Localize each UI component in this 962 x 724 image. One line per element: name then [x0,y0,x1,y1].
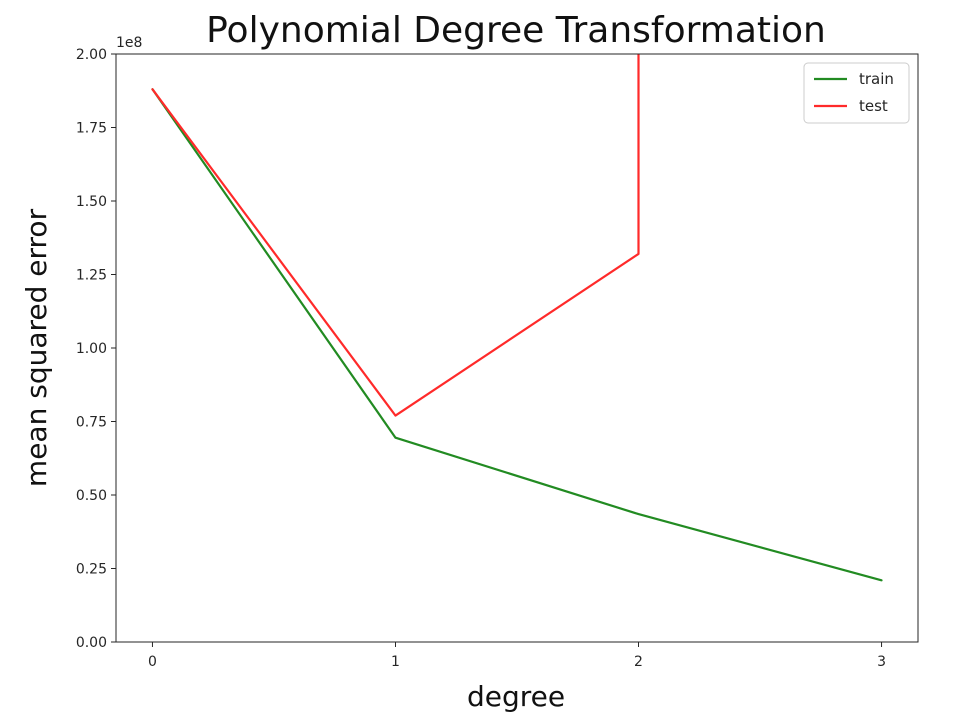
series-line-train [151,88,883,582]
y-tick-label: 0.00 [76,635,107,651]
x-tick-label: 1 [391,654,400,670]
y-tick-label: 1.75 [76,121,107,137]
chart-title: Polynomial Degree Transformation [206,10,826,51]
y-offset-label: 1e8 [116,35,142,51]
legend-label-test: test [859,97,888,115]
legend: train test [803,62,910,124]
y-tick-label: 1.00 [76,341,107,357]
series-lines [151,54,883,582]
series-line-test [151,54,640,417]
legend-label-train: train [859,70,894,88]
y-axis-label: mean squared error [20,208,53,487]
plot-frame [115,53,919,643]
y-tick-label: 0.50 [76,488,107,504]
y-tick-label: 2.00 [76,47,107,63]
y-tick-label: 0.75 [76,415,107,431]
y-tick-label: 1.50 [76,194,107,210]
y-tick-label: 0.25 [76,562,107,578]
y-tick-label: 1.25 [76,268,107,284]
x-tick-label: 2 [634,654,643,670]
x-tick-label: 0 [148,654,157,670]
x-axis-label: degree [467,680,565,713]
plot-area: 0.00 0.25 0.50 0.75 1.00 1.25 1.50 1.75 2.00 0 1 2 3 [76,47,919,670]
x-tick-label: 3 [877,654,886,670]
